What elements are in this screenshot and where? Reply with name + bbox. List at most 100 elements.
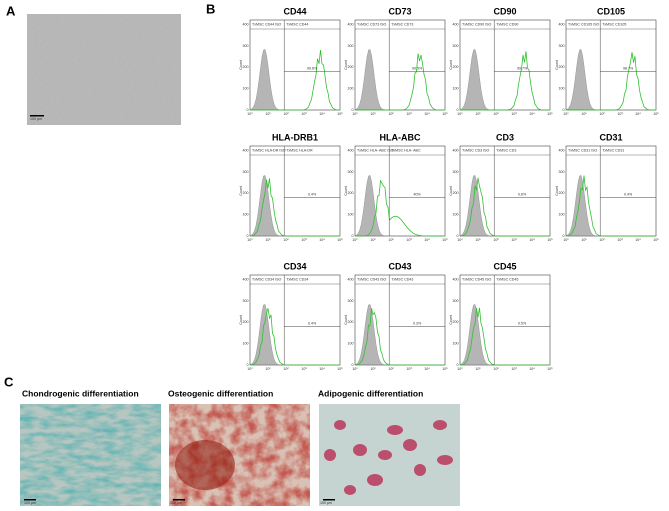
y-tick-label: 100 <box>348 342 354 346</box>
x-tick-label: 10⁴ <box>529 367 535 371</box>
y-axis-label: Count <box>449 60 453 70</box>
plot-title: CD43 <box>388 261 411 271</box>
y-tick-label: 100 <box>243 213 249 217</box>
y-axis-label: Count <box>239 60 243 70</box>
y-tick-label: 200 <box>559 65 565 69</box>
iso-label: TxMSC CD43 ISO <box>357 277 387 281</box>
plot-title: CD105 <box>597 6 625 16</box>
y-tick-label: 100 <box>559 87 565 91</box>
stain-label: TxMSC HLA-DR <box>286 148 313 152</box>
scale-bar-label: 100 μm <box>320 501 332 505</box>
y-tick-label: 100 <box>243 87 249 91</box>
y-tick-label: 0 <box>563 234 565 238</box>
x-tick-label: 10⁵ <box>547 367 553 371</box>
y-tick-label: 0 <box>563 108 565 112</box>
droplet <box>437 455 453 465</box>
x-tick-label: 10² <box>493 112 499 116</box>
x-tick-label: 10³ <box>406 367 412 371</box>
percent-label: 98.7% <box>623 66 634 70</box>
percent-label: 99.7% <box>517 66 528 70</box>
x-tick-label: 10² <box>388 238 394 242</box>
y-tick-label: 200 <box>453 191 459 195</box>
y-axis-label: Count <box>239 186 243 196</box>
y-tick-label: 300 <box>453 170 459 174</box>
y-tick-label: 300 <box>348 44 354 48</box>
micrograph <box>27 14 181 125</box>
x-tick-label: 10⁰ <box>457 112 463 116</box>
y-tick-label: 200 <box>453 320 459 324</box>
iso-label: TxMSC CD73 ISO <box>357 22 387 26</box>
x-tick-label: 10¹ <box>475 238 481 242</box>
x-tick-label: 10⁰ <box>563 112 569 116</box>
y-tick-label: 0 <box>247 108 249 112</box>
stain-label: TxMSC CD45 <box>496 277 518 281</box>
iso-label: TxMSC CD3 ISO <box>462 148 490 152</box>
x-tick-label: 10⁵ <box>337 238 343 242</box>
x-tick-label: 10³ <box>301 238 307 242</box>
percent-label: 0.4% <box>308 321 317 325</box>
y-tick-label: 100 <box>559 213 565 217</box>
plot-title: CD90 <box>493 6 516 16</box>
y-tick-label: 400 <box>243 277 249 281</box>
y-tick-label: 400 <box>559 148 565 152</box>
x-tick-label: 10⁵ <box>547 238 553 242</box>
y-axis-label: Count <box>555 186 559 196</box>
iso-label: TxMSC CD90 ISO <box>462 22 492 26</box>
x-tick-label: 10¹ <box>475 112 481 116</box>
y-axis-label: Count <box>239 315 243 325</box>
x-tick-label: 10³ <box>511 112 517 116</box>
x-tick-label: 10¹ <box>370 367 376 371</box>
percent-label: 0.4% <box>308 192 317 196</box>
stain-histogram <box>250 49 341 111</box>
y-tick-label: 200 <box>243 191 249 195</box>
x-tick-label: 10⁴ <box>319 367 325 371</box>
stain-histogram <box>460 51 551 111</box>
stain-histogram <box>459 177 550 237</box>
stain-label: TxMSC CD105 <box>602 22 626 26</box>
x-tick-label: 10¹ <box>370 238 376 242</box>
x-tick-label: 10⁴ <box>424 112 430 116</box>
x-tick-label: 10⁰ <box>457 238 463 242</box>
y-tick-label: 0 <box>247 234 249 238</box>
scale-bar-label: 100 μm <box>170 501 182 505</box>
y-tick-label: 300 <box>453 299 459 303</box>
y-axis-label: Count <box>555 60 559 70</box>
x-tick-label: 10⁰ <box>352 367 358 371</box>
x-tick-label: 10² <box>283 238 289 242</box>
x-tick-label: 10⁵ <box>653 112 659 116</box>
stain-label: TxMSC CD3 <box>496 148 516 152</box>
droplet <box>387 425 403 435</box>
percent-label: 0.3% <box>413 321 422 325</box>
x-tick-label: 10² <box>599 238 605 242</box>
x-tick-label: 10⁰ <box>457 367 463 371</box>
y-tick-label: 300 <box>453 44 459 48</box>
x-tick-label: 10³ <box>406 238 412 242</box>
plot-title: CD34 <box>283 261 306 271</box>
x-tick-label: 10³ <box>301 367 307 371</box>
x-tick-label: 10⁵ <box>547 112 553 116</box>
x-tick-label: 10⁴ <box>635 238 641 242</box>
caption: Osteogenic differentiation <box>168 388 273 398</box>
y-tick-label: 300 <box>559 44 565 48</box>
plot-title: CD73 <box>388 6 411 16</box>
y-tick-label: 400 <box>243 22 249 26</box>
x-tick-label: 10² <box>283 367 289 371</box>
y-tick-label: 200 <box>348 191 354 195</box>
stain-label: TxMSC CD34 <box>286 277 308 281</box>
y-axis-label: Count <box>449 315 453 325</box>
stain-histogram <box>459 307 550 366</box>
y-tick-label: 0 <box>352 363 354 367</box>
x-tick-label: 10⁰ <box>352 238 358 242</box>
stain-label: TxMSC CD31 <box>602 148 624 152</box>
droplet <box>433 420 447 430</box>
x-tick-label: 10⁵ <box>442 238 448 242</box>
y-axis-label: Count <box>344 186 348 196</box>
droplet <box>344 485 356 495</box>
y-tick-label: 0 <box>457 234 459 238</box>
x-tick-label: 10⁴ <box>319 112 325 116</box>
y-tick-label: 400 <box>243 148 249 152</box>
y-axis-label: Count <box>449 186 453 196</box>
x-tick-label: 10⁴ <box>529 112 535 116</box>
y-tick-label: 0 <box>352 234 354 238</box>
